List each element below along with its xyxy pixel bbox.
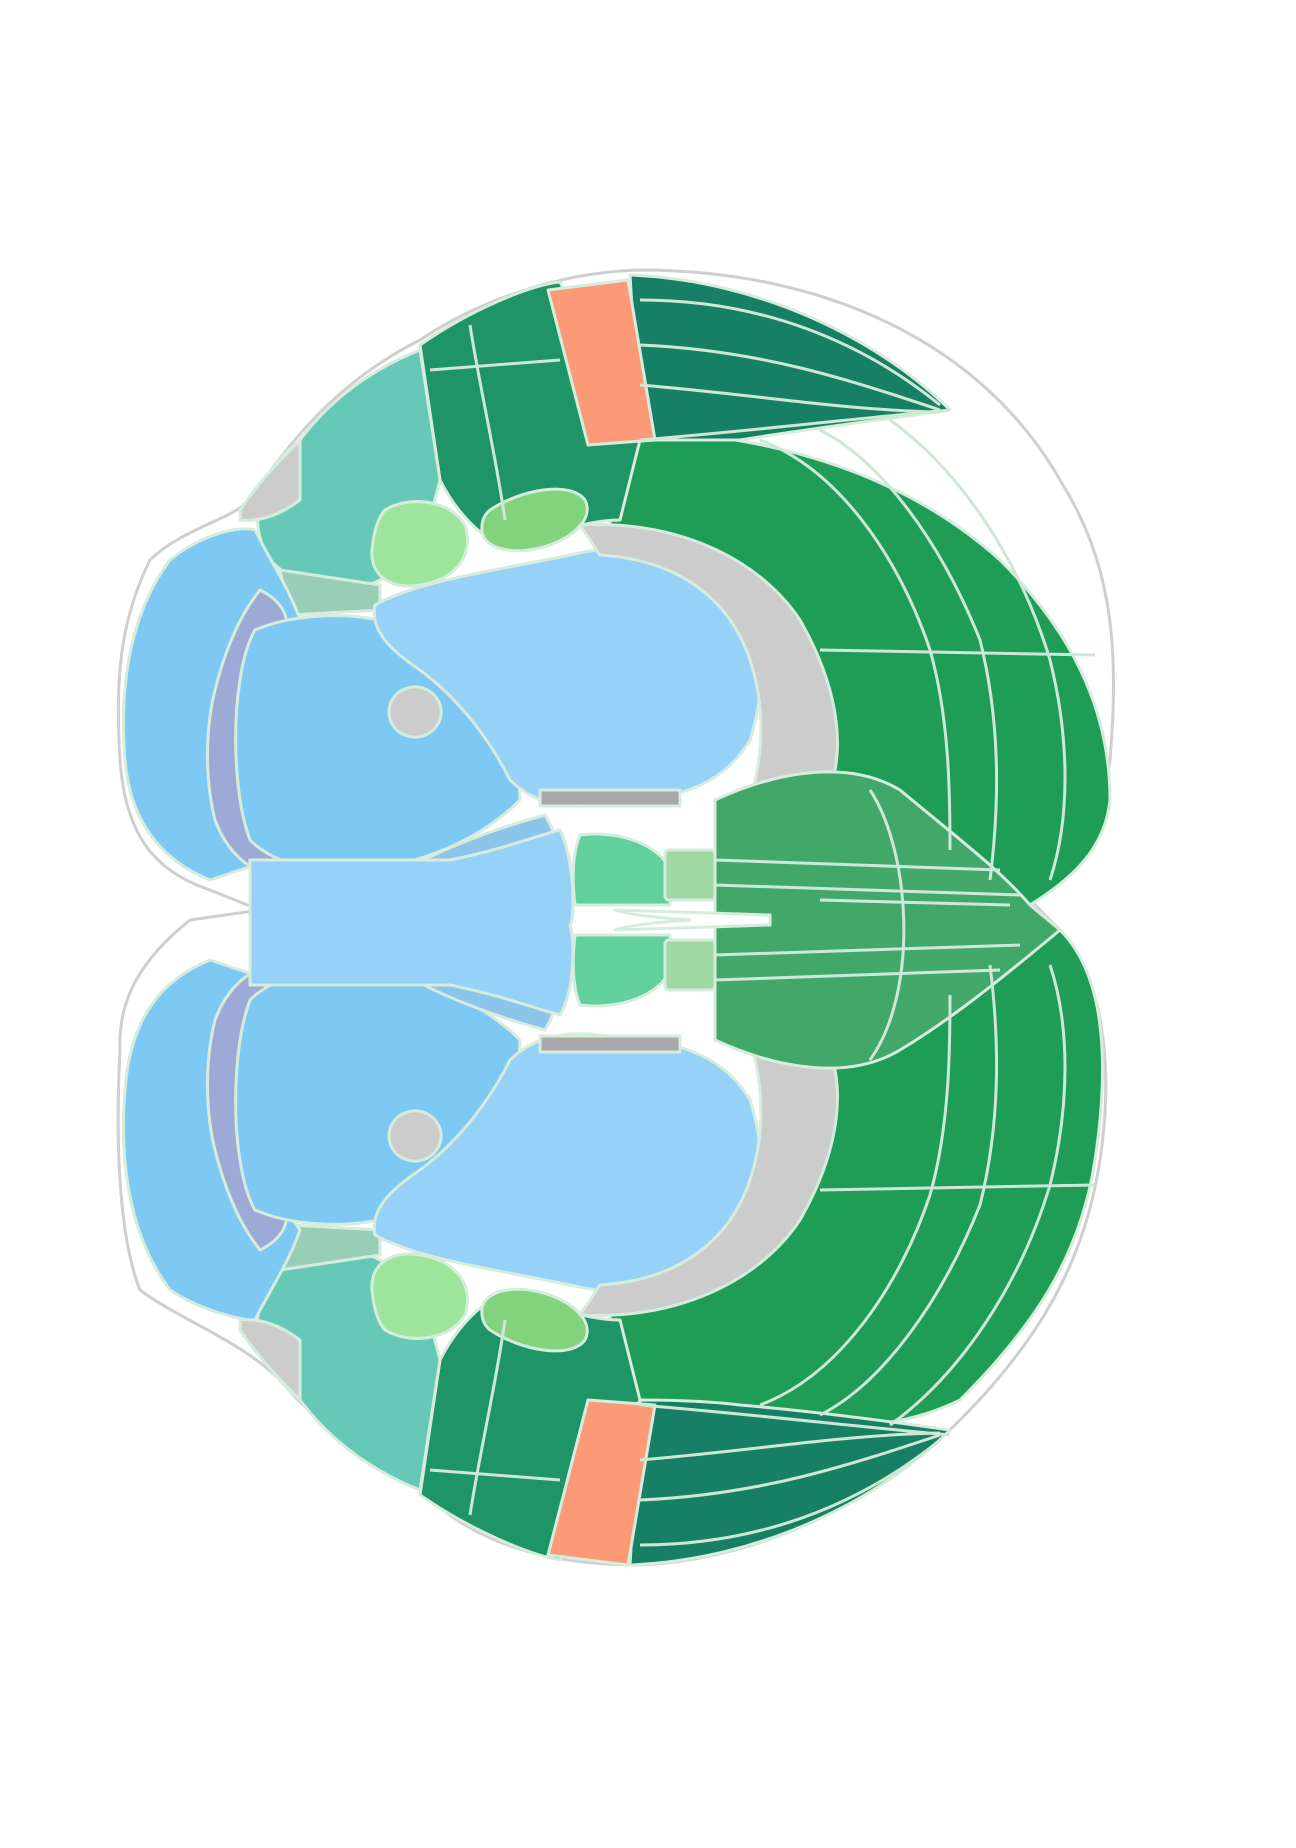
layer-line <box>819 898 1011 907</box>
septal-small-top <box>663 848 717 902</box>
isocortex-dorsal-top <box>628 273 952 442</box>
layer-line <box>429 358 561 372</box>
layer-line <box>639 1431 941 1462</box>
fiber-band-bottom <box>538 1034 682 1054</box>
layer-line <box>639 298 941 407</box>
layer-line <box>819 964 999 1417</box>
layer-line <box>714 943 1021 957</box>
striatum-large-top <box>372 543 762 808</box>
layer-line <box>639 383 941 414</box>
midline-gap <box>613 908 772 932</box>
layer-line <box>468 324 507 521</box>
layer-line <box>639 1403 951 1437</box>
midline-blue <box>248 828 575 1017</box>
layer-line <box>714 883 1021 897</box>
isocortex-dorsal-bottom <box>628 1398 952 1567</box>
layer-line <box>468 1319 507 1516</box>
insular-small-bottom <box>480 1287 589 1353</box>
fiber-band-top <box>538 788 682 808</box>
layer-line <box>639 1433 941 1502</box>
piriform-small-bottom <box>370 1252 470 1340</box>
insular-small-top <box>480 487 589 553</box>
midline-cortex <box>713 770 1062 1070</box>
grey-nucleus-bottom <box>387 1109 443 1163</box>
layer-line <box>759 438 952 851</box>
striatum-large-bottom <box>372 1032 762 1297</box>
layer-line <box>889 418 1067 881</box>
layer-line <box>639 1438 941 1547</box>
layer-line <box>714 968 1001 982</box>
grey-wedge-top <box>238 438 302 522</box>
layer-line <box>639 408 951 442</box>
layer-line <box>639 343 941 412</box>
layer-line <box>759 994 952 1407</box>
layer-line <box>714 858 1001 872</box>
grey-nucleus-top <box>387 685 443 739</box>
layer-line <box>868 789 906 1061</box>
layer-line <box>819 1183 1096 1192</box>
layer-line <box>819 428 999 881</box>
piriform-small-top <box>370 500 470 588</box>
layer-line <box>429 1468 561 1482</box>
layer-line <box>819 648 1096 657</box>
septal-small-bottom <box>663 938 717 992</box>
